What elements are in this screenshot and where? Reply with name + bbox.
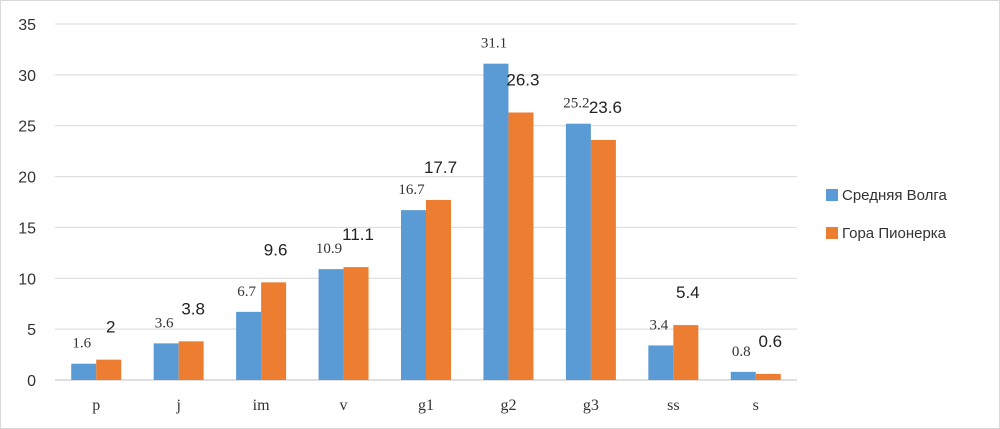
data-label-series-2: 17.7 — [424, 158, 457, 177]
bar-series-2 — [508, 112, 534, 381]
x-tick-label: j — [175, 397, 180, 414]
x-tick-label: g2 — [500, 397, 516, 414]
data-label-series-1: 3.4 — [649, 317, 668, 333]
x-tick-label: v — [340, 397, 348, 414]
legend-swatch-series-1 — [826, 189, 838, 201]
y-tick-label: 20 — [18, 170, 36, 187]
bar-series-1 — [483, 63, 509, 380]
y-tick-label: 25 — [18, 119, 36, 136]
bar-series-2 — [178, 341, 204, 380]
data-label-series-2: 11.1 — [342, 225, 374, 244]
bar-series-2 — [673, 325, 699, 380]
data-label-series-2: 26.3 — [506, 70, 539, 89]
bar-series-1 — [401, 210, 426, 380]
data-label-series-1: 6.7 — [237, 284, 256, 300]
x-tick-label: p — [92, 397, 100, 414]
y-tick-label: 0 — [27, 373, 36, 390]
data-label-series-1: 10.9 — [316, 241, 342, 257]
bar-series-2 — [590, 139, 616, 380]
legend: Средняя Волга Гора Пионерка — [826, 184, 996, 260]
bar-series-2 — [343, 267, 369, 380]
legend-swatch-series-2 — [826, 227, 838, 239]
data-label-series-1: 16.7 — [398, 182, 425, 198]
bar-series-1 — [565, 123, 591, 381]
data-label-series-1: 25.2 — [563, 96, 589, 112]
x-tick-label: im — [253, 397, 270, 414]
data-label-series-1: 0.8 — [732, 344, 751, 360]
data-label-series-2: 23.6 — [589, 98, 622, 117]
bar-series-2 — [755, 373, 781, 380]
x-tick-label: g3 — [583, 397, 599, 414]
x-tick-label: ss — [667, 397, 679, 414]
x-tick-label: g1 — [418, 397, 434, 414]
data-label-series-1: 1.6 — [72, 336, 91, 352]
bar-series-1 — [730, 371, 756, 380]
bar-series-2 — [96, 359, 122, 380]
bar-series-2 — [261, 282, 287, 380]
data-label-series-2: 5.4 — [676, 283, 700, 302]
legend-label-series-1: Средняя Волга — [842, 186, 947, 204]
x-tick-label: s — [753, 397, 759, 414]
y-tick-label: 35 — [18, 17, 36, 34]
data-label-series-2: 3.8 — [181, 299, 205, 318]
legend-label-series-2: Гора Пионерка — [842, 224, 947, 242]
bar-series-1 — [153, 343, 179, 380]
legend-item-series-2: Гора Пионерка — [826, 222, 996, 244]
data-label-series-2: 2 — [106, 318, 115, 337]
bar-series-1 — [71, 363, 97, 380]
bar-series-1 — [236, 311, 262, 380]
y-tick-label: 5 — [27, 322, 36, 339]
y-tick-label: 30 — [18, 68, 36, 85]
data-label-series-2: 0.6 — [758, 332, 782, 351]
y-tick-label: 15 — [18, 220, 36, 237]
bar-series-1 — [318, 269, 344, 380]
bar-series-1 — [648, 345, 674, 380]
legend-item-series-1: Средняя Волга — [826, 184, 996, 206]
data-label-series-1: 31.1 — [481, 36, 507, 52]
data-label-series-2: 9.6 — [264, 240, 288, 259]
y-tick-label: 10 — [18, 271, 36, 288]
bar-series-2 — [426, 199, 451, 380]
data-label-series-1: 3.6 — [155, 315, 174, 331]
